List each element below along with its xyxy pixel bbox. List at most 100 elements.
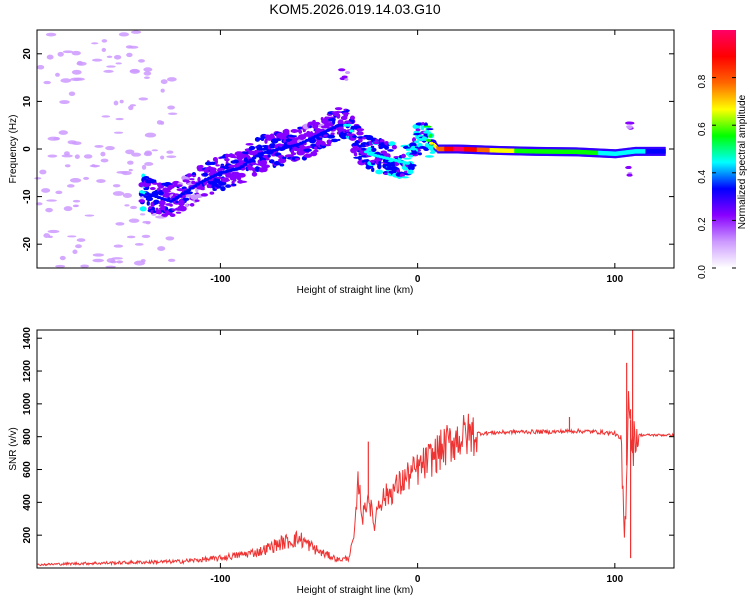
x-tick-label: -100	[210, 274, 230, 285]
spectrogram-band-core	[444, 146, 446, 152]
spectrogram-blob	[429, 133, 433, 138]
spectrogram-noise-blob	[126, 52, 133, 58]
spectrogram-blob	[260, 159, 268, 166]
spectrogram-band-core	[636, 149, 639, 154]
spectrogram-blob	[409, 163, 417, 167]
spectrogram-blob	[169, 184, 177, 188]
spectrogram-blob	[169, 213, 176, 218]
spectrogram-core-blob	[195, 182, 201, 186]
spectrogram-blob	[291, 152, 297, 156]
spectrogram-band-core	[586, 150, 588, 155]
spectrogram-blob	[408, 169, 414, 173]
spectrogram-feature-blob	[344, 77, 349, 81]
spectrogram-band-core	[493, 148, 496, 153]
spectrogram-blob	[299, 134, 305, 140]
spectrogram-core-blob	[180, 192, 186, 196]
spectrogram-core-blob	[363, 150, 369, 154]
spectrogram-band-core	[621, 150, 624, 156]
spectrogram-band-core	[553, 149, 556, 154]
spectrogram-core-blob	[186, 188, 192, 192]
spectrogram-band-core	[460, 146, 462, 152]
spectrogram-blob	[149, 187, 156, 191]
spectrogram-blob	[424, 155, 434, 158]
spectrogram-band-core	[596, 150, 598, 156]
spectrogram-core-blob	[408, 154, 414, 158]
spectrogram-band-core	[659, 149, 661, 154]
spectrogram-band-core	[435, 144, 437, 150]
spectrogram-band-core	[478, 147, 481, 152]
spectrogram-blob	[158, 200, 166, 206]
spectrogram-band-core	[537, 149, 540, 154]
spectrogram-blob	[320, 141, 326, 146]
spectrogram-band-core	[650, 149, 652, 154]
spectrogram-blob	[222, 179, 231, 182]
spectrogram-noise-blob	[130, 205, 138, 210]
spectrogram-blob	[164, 189, 171, 193]
spectrogram-blob	[251, 171, 258, 177]
spectrogram-band-core	[438, 146, 440, 152]
snr-series-line	[37, 391, 674, 567]
spectrogram-band-core	[623, 150, 626, 155]
spectrogram-band-core	[556, 149, 559, 154]
spectrogram-band-core	[514, 148, 516, 154]
spectrogram-blob	[375, 169, 384, 175]
spectrogram-band-core	[440, 146, 442, 152]
spectrogram-band-core	[459, 146, 461, 152]
spectrogram-band-core	[443, 146, 445, 152]
spectrogram-blob	[232, 179, 237, 182]
spectrogram-blob	[418, 152, 422, 156]
spectrogram-blob	[345, 109, 350, 113]
spectrogram-noise-blob	[128, 45, 139, 49]
spectrogram-noise-blob	[124, 204, 130, 207]
spectrogram-band-core	[637, 149, 640, 154]
spectrogram-noise-blob	[125, 149, 135, 155]
spectrogram-band-core	[618, 151, 621, 156]
spectrogram-core-blob	[189, 186, 195, 190]
spectrogram-band-core	[562, 149, 565, 154]
spectrogram-noise-blob	[34, 177, 42, 180]
spectrogram-blob	[357, 155, 362, 161]
spectrogram-band-core	[436, 145, 438, 151]
spectrogram-noise-blob	[113, 54, 122, 60]
spectrogram-blob	[341, 112, 350, 115]
spectrogram-noise-blob	[159, 155, 165, 160]
spectrogram-blob	[220, 186, 226, 192]
spectrogram-band-core	[452, 146, 454, 152]
spectrogram-blob	[391, 144, 397, 150]
colorbar-tick-label: 0.0	[697, 265, 708, 279]
spectrogram-noise-blob	[55, 264, 66, 268]
spectrogram-blob	[256, 147, 263, 151]
spectrogram-band-core	[625, 150, 628, 155]
spectrogram-noise-blob	[68, 91, 76, 96]
spectrogram-noise-blob	[113, 100, 119, 106]
spectrogram-blob	[285, 129, 290, 134]
spectrogram-blob	[209, 170, 218, 174]
spectrogram-band-core	[626, 150, 629, 155]
spectrogram-band-core	[640, 149, 643, 154]
spectrogram-band-core	[548, 149, 551, 154]
spectrogram-noise-blob	[119, 99, 124, 104]
spectrogram-noise-blob	[128, 218, 140, 223]
spectrogram-noise-blob	[144, 132, 157, 138]
spectrogram-band-core	[583, 150, 585, 155]
spectrogram-band-core	[437, 146, 439, 152]
spectrogram-band-core	[601, 150, 603, 156]
spectrogram-blob	[308, 125, 312, 129]
y-tick-label: 600	[22, 461, 33, 478]
spectrogram-blob	[386, 163, 392, 168]
spectrogram-band-core	[453, 146, 455, 152]
spectrogram-band-core	[582, 149, 584, 155]
spectrogram-blob	[182, 197, 190, 201]
spectrogram-noise-blob	[71, 50, 81, 56]
spectrogram-band-core	[638, 149, 641, 154]
spectrogram-blob	[174, 200, 180, 203]
spectrogram-band-core	[577, 149, 579, 155]
spectrogram-blob	[225, 184, 232, 188]
spectrogram-noise-blob	[165, 236, 175, 241]
spectrogram-core-blob	[251, 156, 257, 160]
spectrogram-band-core	[451, 146, 453, 152]
spectrogram-noise-blob	[116, 170, 128, 174]
spectrogram-noise-blob	[69, 178, 82, 183]
